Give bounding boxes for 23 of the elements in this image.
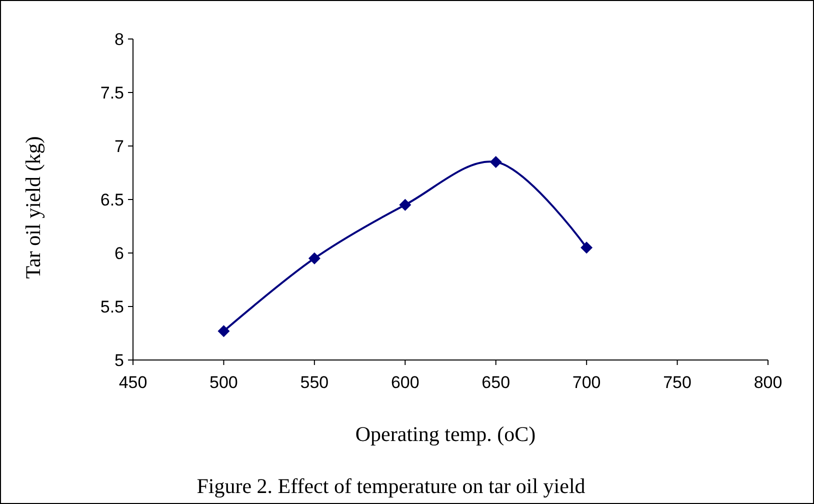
y-tick-label: 6.5 (100, 190, 124, 210)
x-tick-label: 600 (390, 373, 420, 392)
point (490, 156, 502, 168)
point (308, 252, 320, 264)
x-tick-label: 750 (663, 373, 692, 392)
x-tick-label: 500 (210, 373, 238, 392)
y-axis-title: Tar oil yield (kg) (21, 136, 45, 279)
y-tick-label: 5.5 (100, 297, 124, 316)
caption: Figure 2. Effect of temperature on tar oil yield (196, 474, 586, 498)
x-tick-label: 550 (300, 373, 329, 392)
x-axis-title: Operating temp. (oC) (355, 422, 536, 446)
x-tick-label: 700 (572, 373, 601, 392)
y-tick-label: 6 (114, 244, 124, 263)
y-tick-label: 5 (114, 350, 124, 370)
y-tick-label: 7 (114, 136, 124, 156)
y-tick-label: 7.5 (100, 83, 124, 102)
point (218, 325, 230, 338)
x-tick-label: 450 (118, 373, 148, 392)
x-tick-label: 800 (754, 373, 782, 392)
point (580, 242, 593, 254)
x-tick-label: 650 (482, 373, 510, 392)
y-tick-label: 8 (114, 30, 124, 49)
point (399, 198, 412, 211)
